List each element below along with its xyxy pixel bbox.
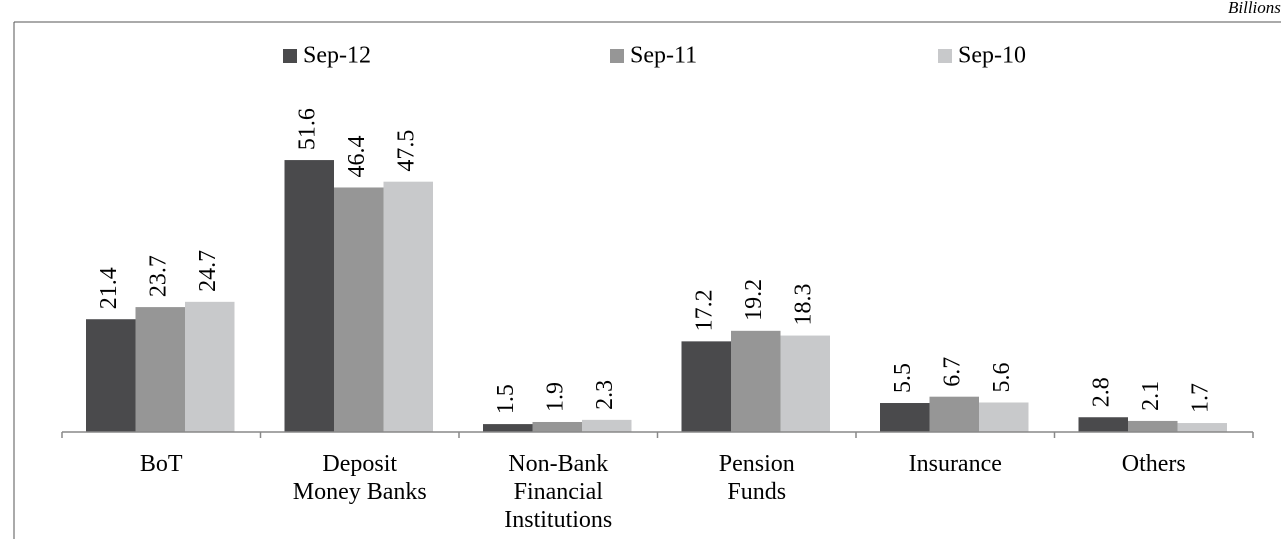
bar (483, 424, 533, 432)
value-label: 2.8 (1089, 377, 1115, 407)
x-tick-label: Others (1121, 451, 1186, 477)
bar (284, 160, 334, 432)
bar (135, 307, 185, 432)
value-label: 18.3 (791, 284, 817, 326)
bar (334, 187, 384, 432)
value-label: 6.7 (940, 357, 966, 387)
bar (383, 181, 433, 432)
value-label: 1.5 (493, 384, 519, 414)
value-label: 21.4 (96, 267, 122, 309)
bar (86, 319, 136, 432)
value-label: 46.4 (344, 135, 370, 177)
bar (1078, 417, 1128, 432)
bar (582, 419, 632, 432)
value-label: 51.6 (295, 108, 321, 150)
bar (880, 403, 930, 432)
x-tick-label: Insurance (908, 451, 1002, 477)
value-label: 24.7 (195, 250, 221, 292)
value-label: 1.9 (543, 382, 569, 412)
legend-swatch (610, 49, 624, 63)
bar (532, 421, 582, 432)
x-tick-label: Non-Bank Financial Institutions (504, 451, 613, 533)
value-label: 2.3 (592, 380, 618, 410)
bar (1128, 420, 1178, 432)
value-label: 1.7 (1188, 383, 1214, 413)
value-label: 47.5 (394, 130, 420, 172)
bar (979, 402, 1029, 432)
bar (1177, 423, 1227, 432)
value-label: 5.6 (989, 362, 1015, 392)
bar (681, 341, 731, 432)
x-tick-label: Pension Funds (718, 451, 795, 505)
bar (780, 335, 830, 432)
legend-swatch (938, 49, 952, 63)
value-label: 19.2 (741, 279, 767, 321)
value-label: 23.7 (146, 255, 172, 297)
legend-label: Sep-11 (630, 43, 697, 69)
legend-label: Sep-10 (958, 43, 1026, 69)
x-tick-label: Deposit Money Banks (292, 451, 427, 505)
value-label: 5.5 (890, 363, 916, 393)
bar (929, 396, 979, 432)
x-tick-label: BoT (139, 451, 183, 477)
value-label: 2.1 (1138, 381, 1164, 411)
bar (185, 301, 235, 432)
legend-swatch (283, 49, 297, 63)
value-label: 17.2 (692, 289, 718, 331)
legend-label: Sep-12 (303, 43, 371, 69)
unit-note: Billions of T (1228, 0, 1281, 17)
bar (731, 330, 781, 432)
